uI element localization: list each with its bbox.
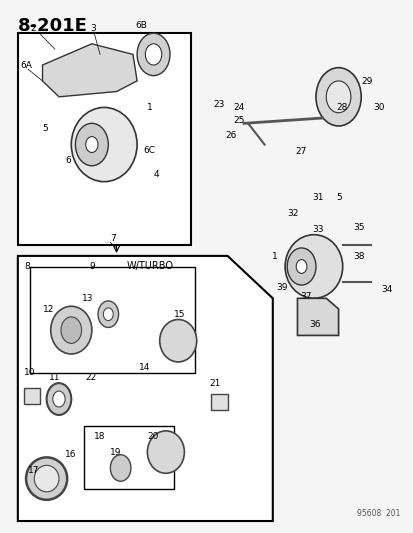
Text: 2: 2 — [30, 23, 36, 33]
Bar — [83, 425, 174, 489]
Text: 27: 27 — [295, 147, 306, 156]
Text: 23: 23 — [213, 100, 224, 109]
Text: 20: 20 — [147, 432, 158, 441]
Text: 30: 30 — [373, 103, 384, 112]
Text: 14: 14 — [139, 363, 150, 372]
Text: 9: 9 — [90, 262, 95, 271]
Text: 17: 17 — [28, 466, 40, 475]
Text: 1: 1 — [147, 103, 153, 112]
Text: 28: 28 — [336, 103, 347, 112]
Polygon shape — [43, 44, 137, 97]
Text: 11: 11 — [49, 374, 60, 383]
Text: 24: 24 — [233, 103, 244, 112]
Ellipse shape — [71, 108, 137, 182]
Text: 35: 35 — [352, 223, 363, 232]
Text: W/TURBO: W/TURBO — [126, 261, 173, 271]
Ellipse shape — [51, 306, 92, 354]
Text: 16: 16 — [65, 450, 76, 459]
Ellipse shape — [147, 431, 184, 473]
Text: 33: 33 — [311, 225, 323, 234]
Text: 10: 10 — [24, 368, 36, 377]
Text: 38: 38 — [352, 252, 363, 261]
Circle shape — [53, 391, 65, 407]
Polygon shape — [297, 298, 338, 335]
Polygon shape — [18, 256, 272, 521]
Text: 8-201E: 8-201E — [18, 17, 88, 35]
Text: 34: 34 — [381, 285, 392, 294]
Ellipse shape — [159, 319, 196, 362]
Ellipse shape — [285, 235, 342, 298]
Text: 21: 21 — [209, 379, 220, 388]
Text: 6B: 6B — [135, 21, 147, 30]
Ellipse shape — [34, 465, 59, 492]
Text: 36: 36 — [308, 320, 320, 329]
Circle shape — [287, 248, 315, 285]
Bar — [30, 266, 194, 373]
Text: 37: 37 — [300, 293, 311, 301]
Text: 15: 15 — [174, 310, 185, 319]
Bar — [211, 394, 227, 410]
Bar — [24, 389, 40, 405]
Text: 4: 4 — [153, 171, 159, 180]
Text: 8: 8 — [24, 262, 30, 271]
Text: 95608  201: 95608 201 — [356, 510, 399, 519]
Bar — [18, 33, 190, 245]
Text: 29: 29 — [360, 77, 372, 86]
Text: 6C: 6C — [143, 146, 155, 155]
Circle shape — [137, 33, 170, 76]
Text: 7: 7 — [110, 234, 116, 243]
Ellipse shape — [110, 455, 131, 481]
Ellipse shape — [26, 457, 67, 500]
Text: 39: 39 — [275, 284, 287, 293]
Text: 22: 22 — [85, 374, 97, 383]
Circle shape — [61, 317, 81, 343]
Text: 6: 6 — [65, 156, 71, 165]
Circle shape — [85, 136, 98, 152]
Text: 31: 31 — [311, 193, 323, 202]
Text: 32: 32 — [287, 209, 298, 218]
Text: 19: 19 — [110, 448, 121, 457]
Circle shape — [315, 68, 360, 126]
Text: 6A: 6A — [20, 61, 32, 70]
Circle shape — [47, 383, 71, 415]
Text: 5: 5 — [43, 124, 48, 133]
Text: 12: 12 — [43, 304, 54, 313]
Circle shape — [98, 301, 118, 327]
Circle shape — [103, 308, 113, 320]
Circle shape — [75, 123, 108, 166]
Text: 1: 1 — [271, 252, 277, 261]
Text: 3: 3 — [90, 23, 95, 33]
Text: 13: 13 — [81, 294, 93, 303]
Circle shape — [325, 81, 350, 113]
Text: 18: 18 — [94, 432, 105, 441]
Circle shape — [145, 44, 161, 65]
Circle shape — [296, 260, 306, 273]
Text: 25: 25 — [233, 116, 244, 125]
Text: 26: 26 — [225, 131, 236, 140]
Text: 5: 5 — [336, 193, 342, 202]
